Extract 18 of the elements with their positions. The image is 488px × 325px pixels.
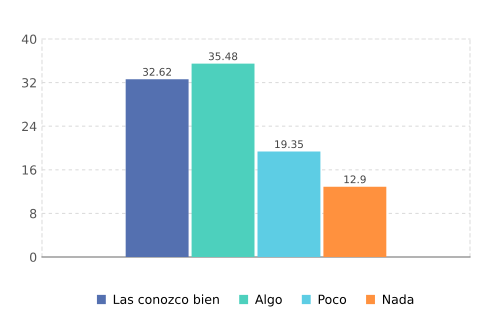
legend-label: Algo <box>255 294 282 307</box>
bar <box>323 186 386 257</box>
y-tick-label: 24 <box>22 122 36 131</box>
legend-label: Poco <box>318 294 346 304</box>
y-tick-label: 32 <box>22 78 36 88</box>
y-tick-label: 8 <box>30 208 36 218</box>
y-tick-label: 16 <box>22 165 36 175</box>
legend-label: Las conozco bien <box>114 294 219 304</box>
legend-label: Nada <box>382 294 414 304</box>
data-label: 19.35 <box>275 140 303 148</box>
bar <box>258 152 320 257</box>
bar <box>192 64 254 257</box>
y-tick-label: 0 <box>30 252 36 262</box>
data-label: 12.9 <box>344 175 366 184</box>
y-tick-label: 40 <box>22 34 36 44</box>
data-label: 35.48 <box>208 52 238 60</box>
data-label: 32.62 <box>143 68 171 76</box>
bar <box>126 79 189 257</box>
